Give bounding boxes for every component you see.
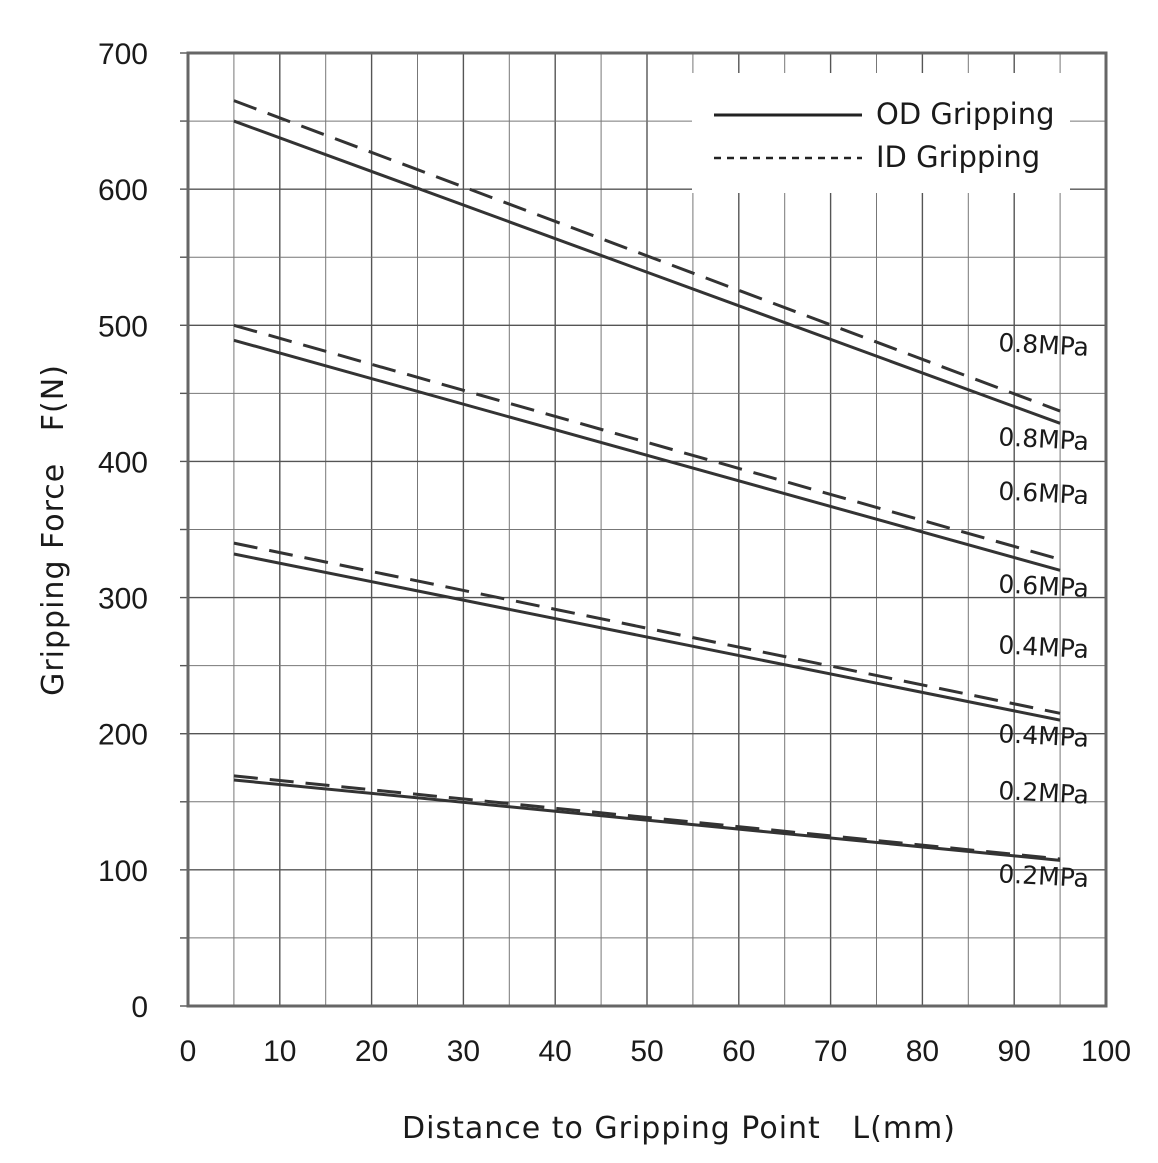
legend-od-label: OD Gripping	[876, 97, 1055, 131]
x-tick-label: 20	[355, 1035, 388, 1068]
x-tick-label: 60	[722, 1035, 755, 1068]
x-tick-label: 40	[539, 1035, 572, 1068]
series-line-id	[233, 541, 1061, 715]
series-line-od	[233, 778, 1061, 862]
series-label: 0.4MPa	[998, 719, 1090, 753]
series-lines	[233, 99, 1061, 862]
series-label: 0.6MPa	[998, 569, 1090, 603]
series-label: 0.2MPa	[998, 859, 1090, 893]
series-line-od	[233, 552, 1061, 722]
y-tick-label: 700	[98, 38, 148, 71]
series-label: 0.6MPa	[998, 476, 1090, 510]
series-line-od	[233, 338, 1061, 572]
y-tick-label: 600	[98, 174, 148, 207]
series-labels: 0.8MPa 0.8MPa 0.6MPa 0.6MPa 0.4MPa 0.4MPa 0.2M…	[998, 328, 1090, 893]
series-label: 0.2MPa	[998, 776, 1090, 810]
series-label: 0.8MPa	[998, 328, 1090, 362]
legend-id-label: ID Gripping	[876, 140, 1040, 174]
y-tick-label: 400	[98, 446, 148, 479]
x-tick-label: 70	[814, 1035, 847, 1068]
series-line-id	[233, 774, 1061, 861]
series-line-id	[233, 99, 1061, 413]
x-tick-label: 0	[180, 1035, 197, 1068]
x-tick-label: 50	[630, 1035, 663, 1068]
series-label: 0.8MPa	[998, 422, 1090, 456]
y-tick-label: 0	[131, 991, 148, 1024]
y-tick-label: 100	[98, 855, 148, 888]
legend: OD Gripping ID Gripping	[692, 73, 1070, 193]
series-line-od	[233, 119, 1061, 425]
y-tick-label: 200	[98, 719, 148, 752]
x-axis-title: Distance to Gripping Point L(mm)	[402, 1111, 956, 1146]
x-tick-label: 30	[447, 1035, 480, 1068]
tick-labels: 0 10 20 30 40 50 60 70 80 90 100 0 100 200 300 400 500 60…	[98, 38, 1131, 1068]
x-tick-label: 90	[998, 1035, 1031, 1068]
y-tick-label: 500	[98, 310, 148, 343]
legend-box	[692, 73, 1070, 193]
x-tick-label: 80	[906, 1035, 939, 1068]
x-tick-label: 10	[263, 1035, 296, 1068]
series-label: 0.4MPa	[998, 630, 1090, 664]
plot-frame	[186, 51, 1108, 1008]
y-axis-title: Gripping Force F(N)	[36, 364, 71, 696]
y-tick-label: 300	[98, 583, 148, 616]
x-tick-label: 100	[1081, 1035, 1131, 1068]
